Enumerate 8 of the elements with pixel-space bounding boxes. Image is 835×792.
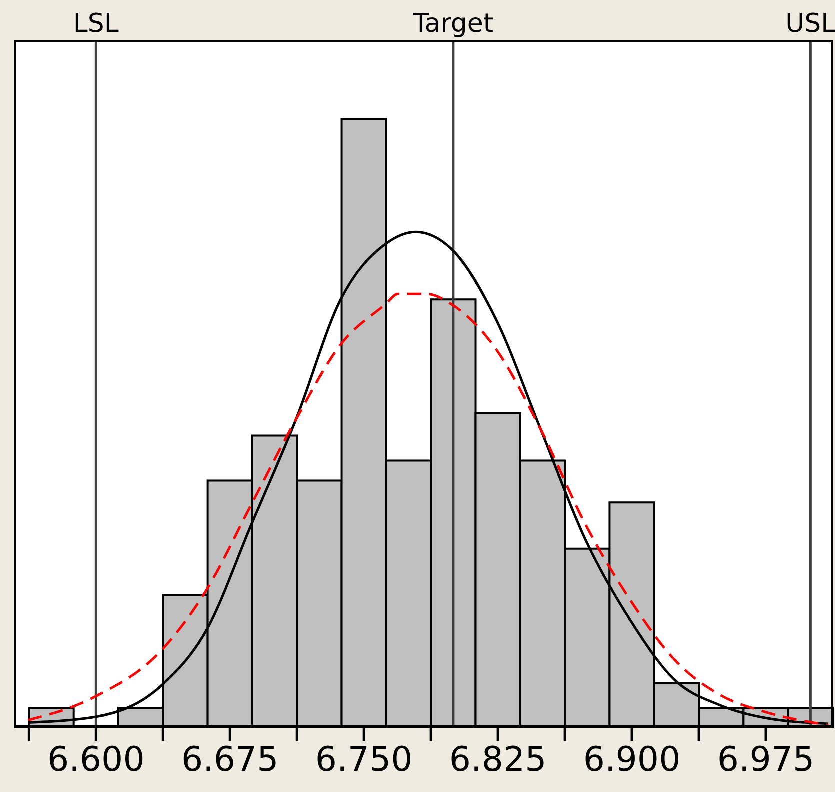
- x-tick-label: 6.825: [449, 740, 547, 780]
- ref-line-label: LSL: [73, 9, 120, 39]
- x-tick-label: 6.675: [181, 740, 279, 780]
- ref-line-label: Target: [412, 9, 494, 39]
- x-tick-label: 6.900: [583, 740, 681, 780]
- x-tick-label: 6.600: [47, 740, 145, 780]
- x-tick-label: 6.750: [315, 740, 413, 780]
- x-tick-label: 6.975: [717, 740, 815, 780]
